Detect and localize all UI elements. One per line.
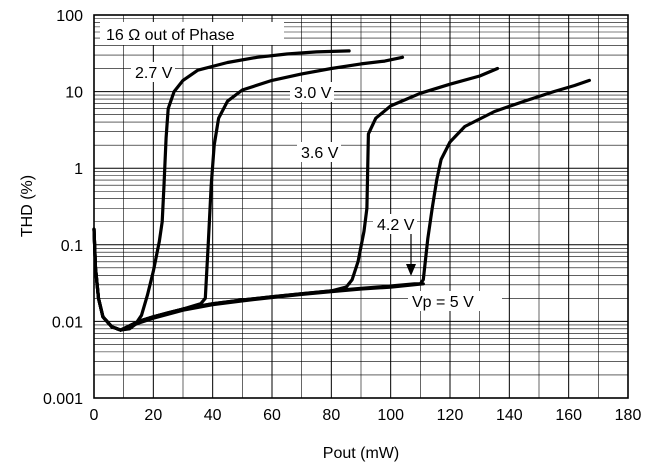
- annotation-bg: [100, 22, 284, 45]
- y-tick-label: 1: [74, 161, 83, 178]
- series-label-bg: [131, 62, 175, 82]
- x-axis-title: Pout (mW): [323, 445, 399, 462]
- annotations: 16 Ω out of Phase: [100, 22, 284, 45]
- y-tick-label: 10: [65, 85, 83, 102]
- series-labels: 2.7 V 3.0 V 3.6 V 4.2 V Vp = 5 V: [131, 62, 502, 311]
- x-tick-label: 100: [377, 407, 404, 424]
- series-curves: [92, 49, 591, 332]
- series-line: [101, 282, 425, 332]
- series-label-bg: [297, 142, 341, 162]
- series-label: Vp = 5 V: [412, 294, 474, 311]
- series-label: 4.2 V: [377, 217, 415, 234]
- x-tick-label: 180: [615, 407, 642, 424]
- tick-labels: 0 20 40 60 80 100 120 140 160 180 0.001 0.01 0.1 1 10 1…: [43, 8, 641, 424]
- series-label-bg: [373, 214, 417, 234]
- series-line: [92, 66, 500, 332]
- x-tick-label: 20: [144, 407, 162, 424]
- series-label: 3.6 V: [301, 145, 339, 162]
- x-tick-label: 0: [90, 407, 99, 424]
- series-label-bg: [408, 291, 502, 311]
- x-tick-label: 160: [555, 407, 582, 424]
- y-tick-label: 0.001: [43, 391, 83, 408]
- y-tick-label: 100: [56, 8, 83, 25]
- label-arrowhead: [406, 264, 416, 276]
- y-tick-label: 0.01: [52, 314, 83, 331]
- annotation-text: 16 Ω out of Phase: [106, 27, 235, 44]
- y-tick-label: 0.1: [61, 238, 83, 255]
- y-axis-title: THD (%): [19, 175, 36, 237]
- plot-frame: [93, 14, 629, 399]
- x-tick-label: 60: [263, 407, 281, 424]
- series-label-bg: [290, 82, 334, 102]
- x-tick-label: 80: [322, 407, 340, 424]
- x-tick-label: 140: [496, 407, 523, 424]
- series-label: 2.7 V: [135, 65, 173, 82]
- x-tick-label: 120: [437, 407, 464, 424]
- x-tick-label: 40: [204, 407, 222, 424]
- series-label: 3.0 V: [294, 85, 332, 102]
